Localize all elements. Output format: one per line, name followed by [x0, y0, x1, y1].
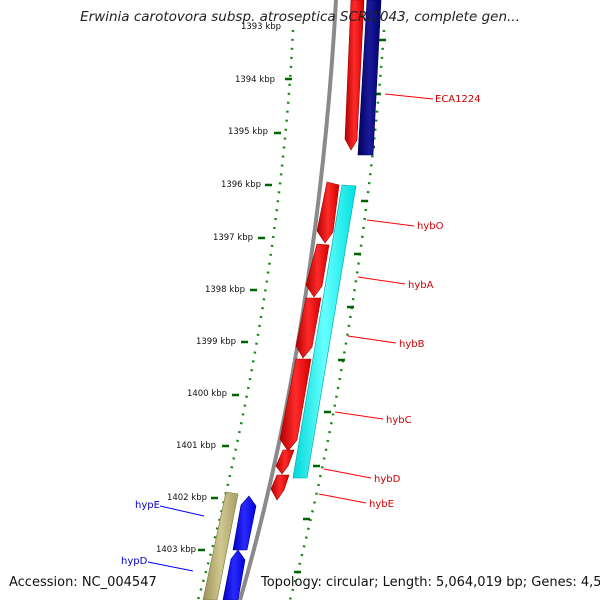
gene-label-connectors: [147, 93, 434, 572]
ruler-label: 1403 kbp: [156, 545, 196, 555]
gene-labels: ECA1224 hybO hybA hybB hybC hybD hybE hy…: [121, 94, 481, 567]
gene-label-hybB[interactable]: hybB: [399, 339, 425, 350]
ruler-label: 1398 kbp: [205, 285, 245, 295]
cds-navy-top[interactable]: [357, 0, 382, 156]
cds-red-hybC[interactable]: [279, 358, 312, 452]
gene-label-hybO[interactable]: hybO: [417, 221, 444, 232]
cds-red-hybD[interactable]: [275, 449, 295, 475]
cds-blue-hypE[interactable]: [232, 495, 257, 551]
ruler-labels: 1393 kbp 1394 kbp 1395 kbp 1396 kbp 1397…: [156, 22, 281, 555]
cds-blue-hypD[interactable]: [222, 549, 246, 600]
gene-label-hypD[interactable]: hypD: [121, 556, 148, 567]
ruler-label: 1397 kbp: [213, 233, 253, 243]
accession-label: Accession: NC_004547: [9, 575, 157, 590]
cds-cyan[interactable]: [292, 184, 357, 479]
ruler-label: 1402 kbp: [167, 493, 207, 503]
gene-label-ECA1224[interactable]: ECA1224: [435, 94, 481, 105]
gene-label-hybD[interactable]: hybD: [374, 474, 401, 485]
cds-khaki[interactable]: [202, 491, 239, 600]
ruler-ticks-left: [198, 77, 292, 552]
cds-red-hybO[interactable]: [316, 181, 340, 244]
ruler-label: 1393 kbp: [241, 22, 281, 32]
gene-label-hybC[interactable]: hybC: [386, 415, 412, 426]
gene-label-hybA[interactable]: hybA: [408, 280, 434, 291]
cds-red-top[interactable]: [344, 0, 365, 151]
ruler-label: 1396 kbp: [221, 180, 261, 190]
cds-red-hybB[interactable]: [295, 297, 322, 359]
ruler-label: 1399 kbp: [196, 337, 236, 347]
cds-red-hybE[interactable]: [270, 474, 290, 501]
ruler-label: 1401 kbp: [176, 441, 216, 451]
cds-red-hybA[interactable]: [305, 243, 330, 298]
gene-label-hypE[interactable]: hypE: [135, 500, 160, 511]
gene-label-hybE[interactable]: hybE: [369, 499, 394, 510]
topology-label: Topology: circular; Length: 5,064,019 bp…: [261, 575, 600, 590]
ruler-label: 1394 kbp: [235, 75, 275, 85]
map-title: Erwinia carotovora subsp. atroseptica SC…: [80, 9, 520, 25]
ruler-label: 1400 kbp: [187, 389, 227, 399]
backbone-line: [238, 0, 338, 600]
ruler-label: 1395 kbp: [228, 127, 268, 137]
